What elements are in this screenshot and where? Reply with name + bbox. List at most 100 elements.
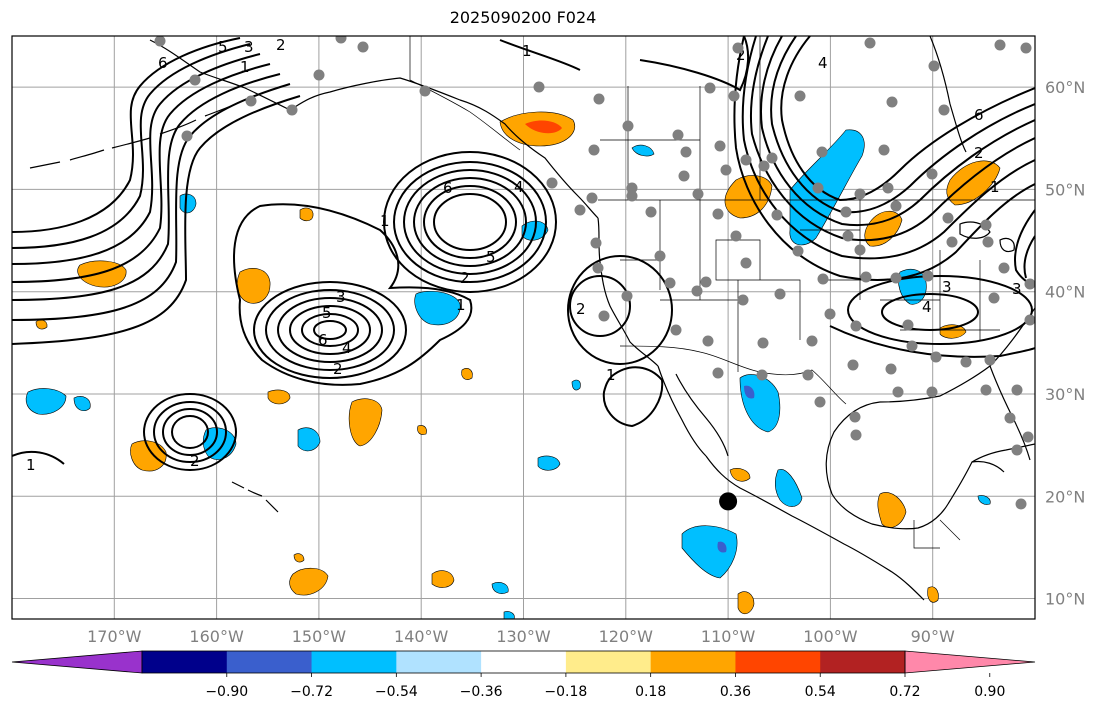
station-dot [885,363,897,375]
station-dot [817,273,829,285]
positive-patch [864,210,903,247]
station-dot [922,270,934,282]
station-dot [980,219,992,231]
negative-patch [491,582,509,594]
contour-label: 1 [606,366,616,384]
station-dot [1015,498,1027,510]
contour-line [12,450,65,465]
latitude-labels: 10°N 20°N 30°N 40°N 50°N 60°N [1045,78,1085,608]
station-dot [849,411,861,423]
colorbar-tick-label: −0.90 [205,684,248,700]
station-dot [678,170,690,182]
contour-ring [569,275,631,337]
contour-label: 1 [380,212,390,230]
negative-patch [681,525,738,579]
us-state-lines [620,200,1000,372]
station-dot [1011,384,1023,396]
colorbar-tick-label: 0.90 [974,684,1005,700]
positive-patch [927,586,939,603]
station-dot [926,386,938,398]
lat-tick-label: 60°N [1045,78,1085,97]
station-dot [938,104,950,116]
colorbar-segment [820,651,906,673]
colorbar-segment [142,651,228,673]
positive-patch [877,492,907,528]
contour-label: 3 [336,288,346,306]
contour-label: 2 [576,300,586,318]
station-dot [654,250,666,262]
negative-patch [297,427,321,452]
negative-patch [537,455,561,471]
contour-labels: 6 5 2 1 4 3 5 6 4 2 1 2 1 2 1 3 3 4 6 2 … [26,36,1022,474]
positive-patch [729,468,751,482]
lat-tick-label: 40°N [1045,283,1085,302]
colorbar-tick-label: −0.18 [544,684,587,700]
contour-line [829,325,1035,358]
station-dot [586,192,598,204]
contour-label: 4 [514,178,524,196]
contour-label: 2 [190,452,200,470]
contour-line [233,203,473,386]
contour-ring [277,297,383,363]
contour-label: 1 [240,58,250,76]
positive-patch [461,368,473,380]
station-dot [886,96,898,108]
positive-patch [293,553,305,563]
contour-ring [847,275,1033,345]
positive-patch [237,268,271,304]
colorbar-tick-label: 0.36 [720,684,751,700]
station-dot [645,206,657,218]
negative-patch [631,144,655,157]
map-title: 2025090200 F024 [449,8,597,27]
station-dot [878,144,890,156]
station-dot [998,262,1010,274]
contour-line [760,36,1035,227]
lon-tick-label: 120°W [599,627,654,646]
contour-line [741,36,1035,260]
station-dot [704,82,716,94]
negative-patch-strong [744,385,755,399]
contour-label: 2 [974,144,984,162]
station-dot [928,60,940,72]
contour-label: 1 [990,178,1000,196]
station-dot [982,236,994,248]
station-dot [847,359,859,371]
station-dot [806,335,818,347]
positive-patch [35,319,48,330]
contour-line [12,95,301,345]
station-dot [766,152,778,164]
station-dot [816,146,828,158]
negative-patch-strong [717,541,727,553]
contour-label: 4 [818,54,828,72]
hawaii [231,481,279,513]
colorbar-segment [735,651,821,673]
station-dot [702,335,714,347]
station-dot [890,200,902,212]
station-dot [930,351,942,363]
central-america-borders [913,519,961,549]
station-dot [737,294,749,306]
contour-line [780,36,1035,202]
contour-ring [253,281,407,379]
contour-label: 1 [456,296,466,314]
colorbar-segment [650,651,736,673]
station-dot [946,236,958,248]
station-dot [670,324,682,336]
contour-ring [153,401,227,463]
alaska-coast [149,39,599,219]
contour-line [1023,235,1035,279]
cuba [971,443,1035,463]
station-dot [672,129,684,141]
station-dot [546,177,558,189]
station-dot [802,369,814,381]
contour-ring [393,161,547,283]
negative-patch [503,611,515,619]
contour-line [499,39,581,71]
station-dot [622,120,634,132]
contour-ring [301,313,359,347]
contour-label: 1 [26,456,36,474]
station-dot [680,146,692,158]
station-dot [720,164,732,176]
gulf-coast [825,307,1035,530]
negative-patch [571,379,581,391]
